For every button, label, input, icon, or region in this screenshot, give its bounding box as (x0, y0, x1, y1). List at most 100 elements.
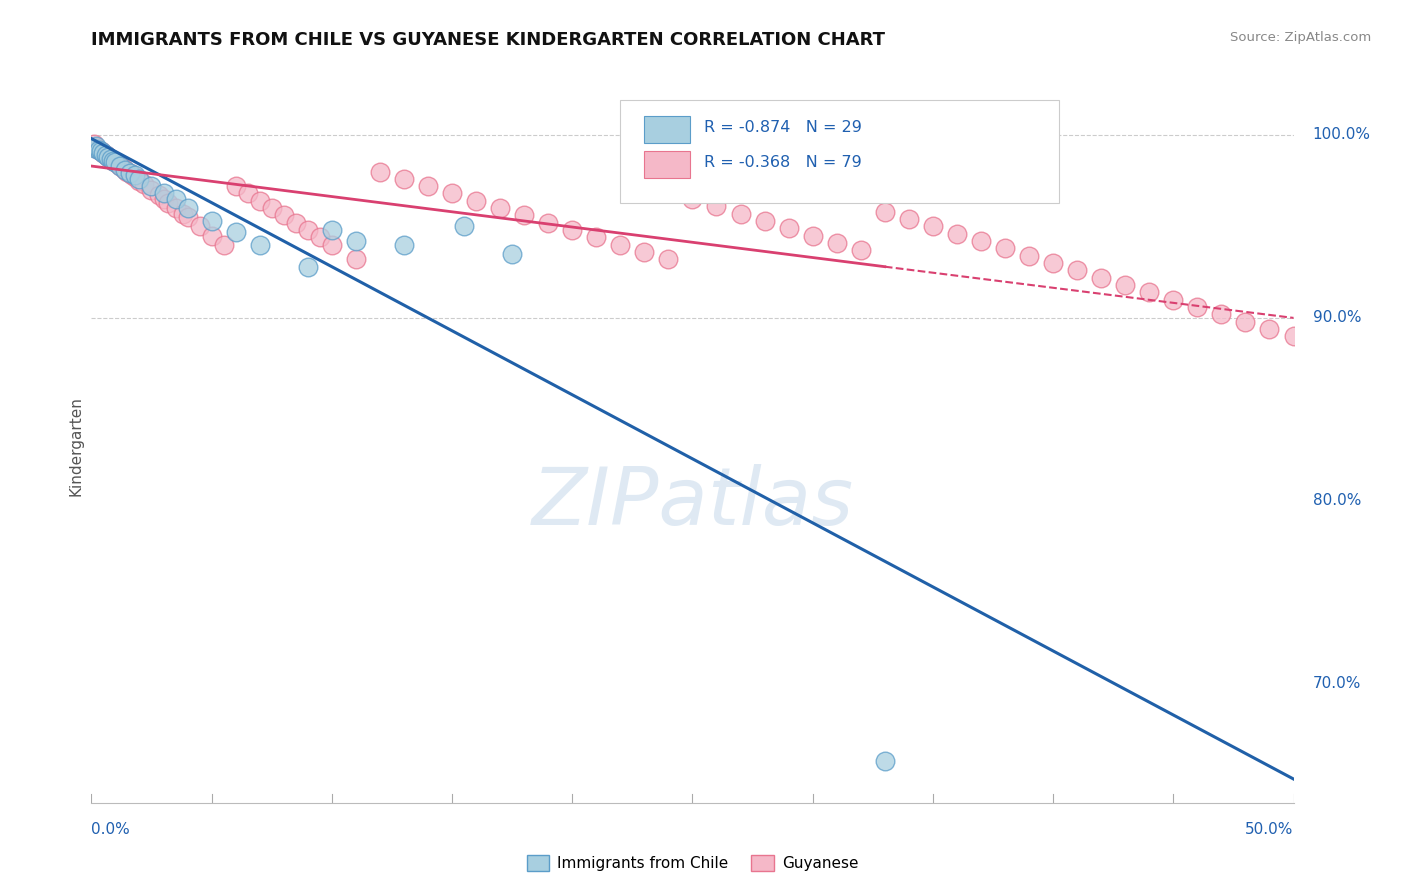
FancyBboxPatch shape (644, 152, 690, 178)
Point (585, 230, 607, 244)
Point (1042, 256, 1064, 270)
Point (124, 169, 146, 184)
Point (128, 172, 150, 186)
Point (897, 212, 920, 227)
Point (201, 214, 224, 228)
Point (201, 228, 224, 243)
Point (416, 179, 439, 194)
FancyBboxPatch shape (620, 100, 1059, 203)
Point (101, 153, 124, 168)
Point (110, 159, 132, 173)
Point (83, 141, 105, 155)
Point (1137, 285, 1160, 300)
Point (537, 216, 560, 230)
Point (176, 211, 198, 225)
Point (501, 247, 523, 261)
FancyBboxPatch shape (644, 116, 690, 143)
Point (141, 183, 163, 197)
Point (321, 223, 343, 237)
Point (97, 150, 120, 164)
Point (1161, 293, 1184, 307)
Point (117, 164, 139, 178)
Point (1018, 249, 1040, 263)
Point (236, 186, 259, 201)
Point (188, 219, 211, 234)
Point (440, 186, 463, 201)
Point (165, 201, 187, 215)
Point (284, 216, 307, 230)
Point (225, 179, 247, 194)
Point (94, 148, 117, 162)
Point (297, 260, 319, 274)
Point (778, 221, 800, 235)
Point (609, 237, 631, 252)
Point (165, 192, 187, 206)
Point (97, 150, 120, 164)
Point (90, 145, 112, 159)
Point (1211, 307, 1233, 321)
Point (308, 230, 330, 244)
Point (172, 206, 194, 220)
Point (1066, 263, 1088, 277)
Point (134, 178, 156, 192)
Point (84, 139, 107, 153)
Point (453, 219, 475, 234)
Point (176, 201, 198, 215)
Text: 70.0%: 70.0% (1313, 676, 1361, 691)
Point (873, 204, 896, 219)
Point (489, 201, 512, 215)
Text: R = -0.368   N = 79: R = -0.368 N = 79 (704, 155, 862, 170)
Point (1282, 329, 1305, 343)
Text: 0.0%: 0.0% (91, 822, 131, 837)
Point (93, 146, 115, 161)
Point (118, 166, 141, 180)
Point (706, 199, 728, 213)
Point (100, 152, 122, 166)
Point (84, 141, 107, 155)
Text: 100.0%: 100.0% (1313, 128, 1371, 143)
Point (110, 159, 132, 173)
Point (90, 145, 112, 159)
Point (657, 252, 679, 267)
Point (152, 186, 174, 201)
Point (104, 155, 127, 169)
Point (849, 244, 872, 258)
Point (107, 157, 129, 171)
Point (754, 214, 776, 228)
Point (114, 162, 136, 177)
Point (344, 234, 367, 248)
Point (970, 234, 993, 248)
Point (104, 155, 127, 169)
Point (321, 237, 343, 252)
Point (249, 194, 271, 208)
Point (212, 237, 235, 252)
Point (124, 168, 146, 182)
Point (873, 754, 896, 768)
Point (273, 209, 295, 223)
Point (1187, 300, 1209, 314)
Text: 80.0%: 80.0% (1313, 493, 1361, 508)
Point (100, 152, 122, 166)
Point (801, 228, 824, 243)
Point (87, 143, 110, 157)
Point (922, 219, 945, 234)
Text: Source: ZipAtlas.com: Source: ZipAtlas.com (1230, 31, 1371, 45)
Point (111, 161, 134, 175)
Legend: Immigrants from Chile, Guyanese: Immigrants from Chile, Guyanese (520, 849, 865, 877)
Point (344, 252, 367, 267)
Point (1258, 322, 1281, 336)
Point (249, 237, 271, 252)
Text: ZIPatlas: ZIPatlas (531, 464, 853, 542)
Point (128, 174, 150, 188)
Point (681, 192, 703, 206)
Point (513, 209, 536, 223)
Point (1234, 315, 1257, 329)
Point (633, 245, 655, 260)
Point (368, 164, 391, 178)
Point (260, 201, 283, 215)
Point (946, 227, 969, 241)
Point (148, 188, 170, 202)
Point (392, 237, 415, 252)
Text: R = -0.874   N = 29: R = -0.874 N = 29 (704, 120, 862, 135)
Text: IMMIGRANTS FROM CHILE VS GUYANESE KINDERGARTEN CORRELATION CHART: IMMIGRANTS FROM CHILE VS GUYANESE KINDER… (91, 31, 886, 49)
